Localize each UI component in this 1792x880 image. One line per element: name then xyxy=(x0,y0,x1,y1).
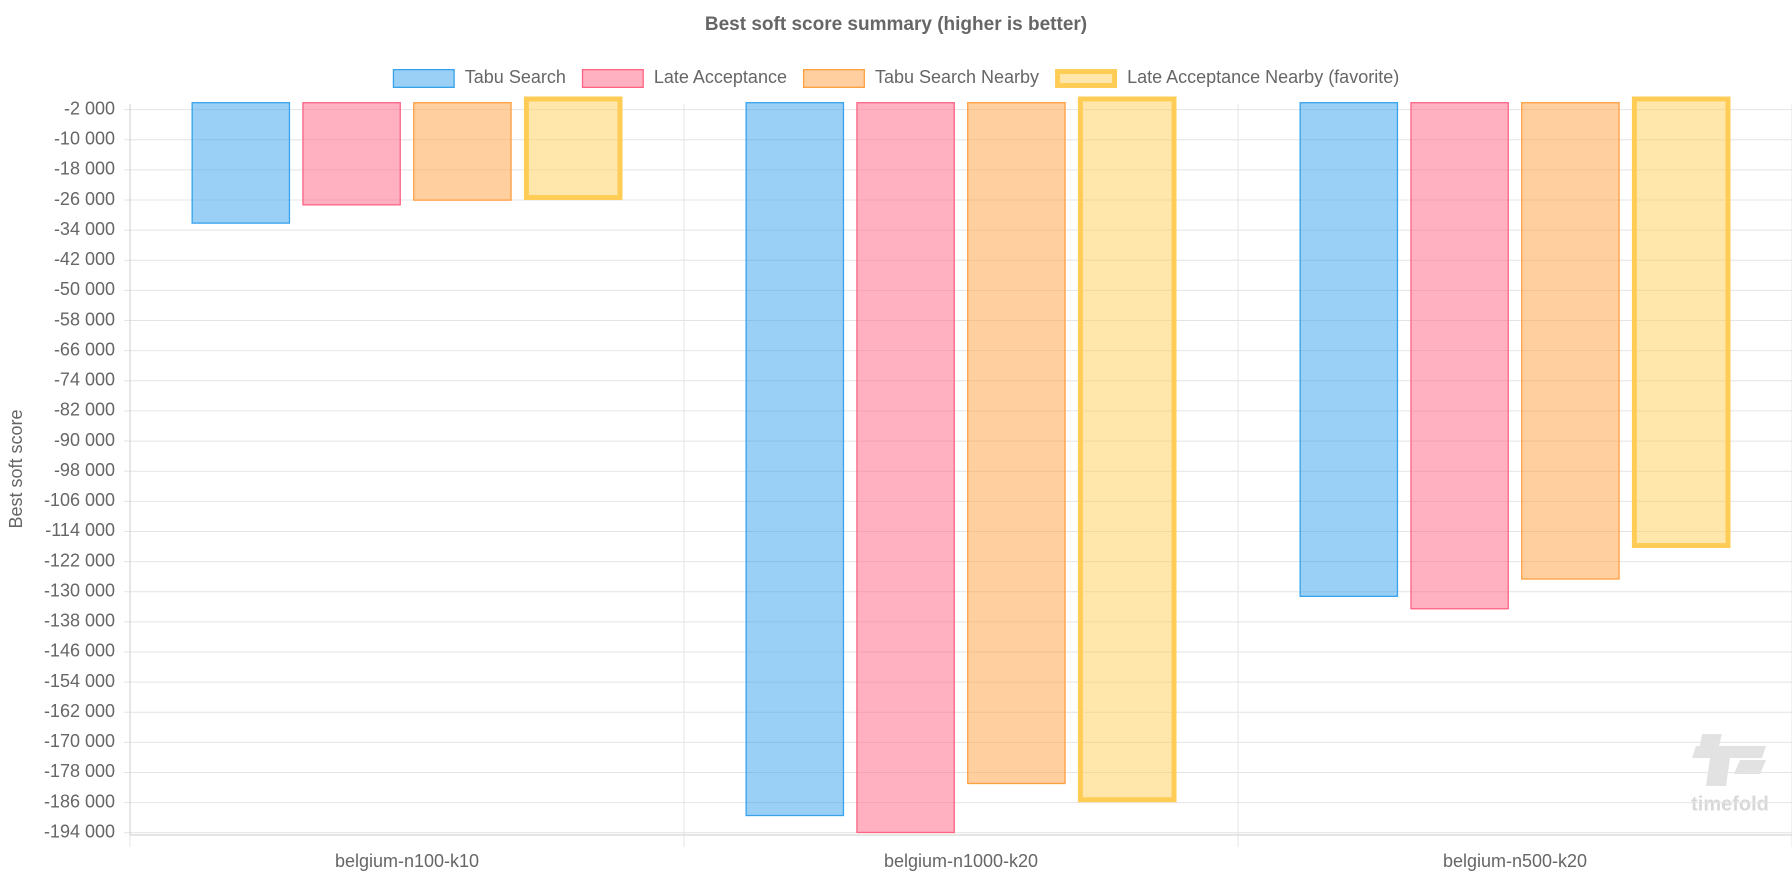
y-tick-label: -34 000 xyxy=(54,219,115,239)
bar xyxy=(1521,102,1620,580)
y-tick-label: -138 000 xyxy=(44,611,115,631)
y-tick-label: -122 000 xyxy=(44,550,115,570)
legend-label: Tabu Search xyxy=(465,67,566,87)
y-tick-label: -98 000 xyxy=(54,460,115,480)
y-tick-label: -26 000 xyxy=(54,189,115,209)
bar xyxy=(191,102,291,224)
bar xyxy=(1631,96,1731,549)
logo-shape xyxy=(1692,734,1766,786)
y-tick-label: -18 000 xyxy=(54,159,115,179)
y-tick-label: -42 000 xyxy=(54,249,115,269)
bar xyxy=(1077,96,1177,803)
x-tick-label: belgium-n100-k10 xyxy=(335,851,479,871)
y-axis-title: Best soft score xyxy=(6,409,26,528)
y-tick-label: -178 000 xyxy=(44,761,115,781)
legend-label: Late Acceptance xyxy=(654,67,787,87)
bar xyxy=(745,102,845,817)
y-tick-label: -170 000 xyxy=(44,731,115,751)
y-tick-label: -10 000 xyxy=(54,129,115,149)
y-tick-label: -90 000 xyxy=(54,430,115,450)
y-tick-label: -66 000 xyxy=(54,339,115,359)
bar xyxy=(967,102,1066,785)
y-tick-label: -58 000 xyxy=(54,309,115,329)
legend-swatch xyxy=(802,69,865,89)
bar xyxy=(302,102,401,206)
logo-shape xyxy=(1734,760,1766,774)
y-tick-label: -162 000 xyxy=(44,701,115,721)
legend: Tabu Search Late Acceptance Tabu Search Ne… xyxy=(392,67,1399,89)
x-tick-label: belgium-n1000-k20 xyxy=(884,851,1038,871)
x-tick-label: belgium-n500-k20 xyxy=(1443,851,1587,871)
bar xyxy=(1299,102,1399,597)
legend-swatch xyxy=(392,69,455,89)
y-tick-label: -146 000 xyxy=(44,641,115,661)
y-tick-label: -106 000 xyxy=(44,490,115,510)
bar xyxy=(523,96,623,201)
y-tick-label: -194 000 xyxy=(44,821,115,841)
y-tick-label: -74 000 xyxy=(54,370,115,390)
legend-label: Late Acceptance Nearby (favorite) xyxy=(1127,67,1399,87)
y-tick-label: -2 000 xyxy=(64,98,115,118)
legend-label: Tabu Search Nearby xyxy=(875,67,1039,87)
bar xyxy=(1410,102,1509,610)
y-tick-label: -154 000 xyxy=(44,671,115,691)
chart-title: Best soft score summary (higher is bette… xyxy=(705,14,1087,35)
bar xyxy=(856,102,955,834)
watermark-logo xyxy=(1692,734,1766,786)
legend-swatch xyxy=(581,69,644,89)
y-tick-label: -82 000 xyxy=(54,400,115,420)
y-tick-label: -186 000 xyxy=(44,791,115,811)
watermark: timefold xyxy=(1691,793,1769,815)
y-tick-label: -50 000 xyxy=(54,279,115,299)
y-tick-label: -114 000 xyxy=(45,520,115,540)
y-tick-label: -130 000 xyxy=(44,580,115,600)
legend-swatch xyxy=(1055,69,1118,88)
bar xyxy=(413,102,512,201)
